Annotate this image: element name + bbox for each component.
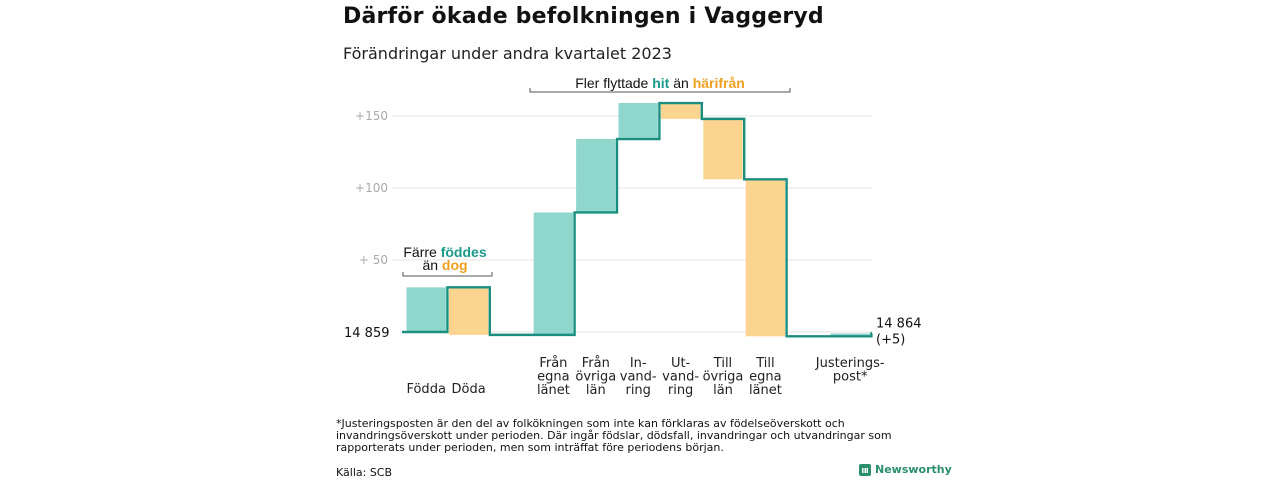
category-label: vand- — [620, 370, 657, 385]
top-annotation-part-1: hit — [652, 75, 669, 91]
source-label: Källa: SCB — [336, 466, 393, 479]
category-label: Justerings- — [815, 356, 885, 371]
category-label: Till — [713, 356, 732, 371]
left-annotation-line2: än dog — [422, 257, 467, 273]
inflow-bar — [406, 287, 446, 332]
chart-subtitle: Förändringar under andra kvartalet 2023 — [343, 44, 672, 63]
start-value-label: 14 859 — [344, 326, 390, 341]
category-label: övriga — [703, 370, 744, 385]
brand-name: Newsworthy — [875, 463, 952, 476]
category-label: Ut- — [671, 356, 691, 371]
category-label: Från — [539, 356, 567, 371]
top-annotation: Fler flyttade hit än härifrån — [575, 75, 745, 91]
category-label: post* — [833, 370, 868, 385]
top-bracket — [529, 88, 791, 93]
y-tick-label: +100 — [355, 181, 388, 195]
left-bracket — [402, 272, 493, 277]
left-annotation-line2-part-0: än — [422, 257, 441, 273]
footnote: *Justeringsposten är den del av folkökni… — [336, 417, 892, 454]
category-label: In- — [630, 356, 647, 371]
category-label: Döda — [452, 382, 486, 397]
category-label: övriga — [575, 370, 616, 385]
left-annotation-line1-part-0: Färre — [403, 244, 440, 260]
top-annotation-part-3: härifrån — [693, 75, 745, 91]
outflow-bar — [745, 179, 786, 337]
category-label: vand- — [662, 370, 699, 385]
category-label: Födda — [406, 382, 445, 397]
brand-logo: Newsworthy — [859, 463, 952, 476]
category-label: Till — [755, 356, 774, 371]
y-tick-label: +150 — [355, 109, 388, 123]
category-label: ring — [668, 383, 693, 398]
category-label: län — [713, 383, 733, 398]
y-tick-label: + 50 — [359, 253, 388, 267]
end-change-label: (+5) — [876, 332, 905, 347]
left-annotation-line1: Färre föddes — [403, 244, 486, 260]
top-annotation-part-2: än — [669, 75, 692, 91]
inflow-bar — [830, 333, 870, 337]
category-label: egna — [749, 370, 781, 385]
cumulative-step-line — [402, 101, 873, 338]
category-label: egna — [537, 370, 569, 385]
category-label: ring — [625, 383, 650, 398]
left-annotation-line1-part-1: föddes — [441, 244, 487, 260]
outflow-bar — [660, 103, 701, 119]
inflow-bar — [618, 103, 658, 140]
category-label: länet — [749, 383, 782, 398]
chart-title: Därför ökade befolkningen i Vaggeryd — [343, 4, 824, 29]
end-value-label: 14 864 — [876, 316, 922, 331]
inflow-bar — [533, 212, 574, 335]
top-annotation-part-0: Fler flyttade — [575, 75, 652, 91]
outflow-bar — [703, 118, 743, 180]
left-annotation-line2-part-1: dog — [442, 257, 468, 273]
bar-chart-icon — [859, 463, 871, 476]
category-label: länet — [537, 383, 570, 398]
category-label: Från — [582, 356, 610, 371]
outflow-bar — [448, 287, 489, 335]
inflow-bar — [576, 139, 616, 213]
category-label: län — [586, 383, 606, 398]
